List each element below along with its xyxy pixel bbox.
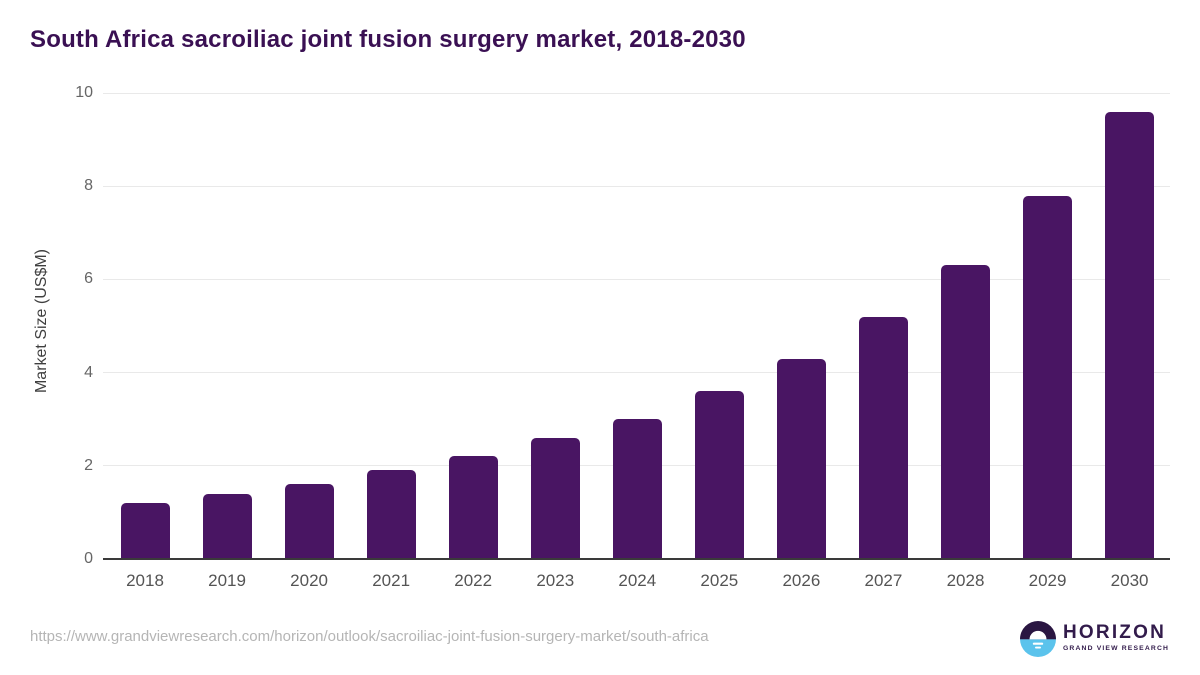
x-tick-label-2027: 2027 [864,571,903,590]
chart-title: South Africa sacroiliac joint fusion sur… [30,26,746,53]
y-tick-label-8: 8 [84,177,93,195]
bar-2026 [776,358,826,559]
y-tick-label-2: 2 [84,456,93,474]
bar-2030 [1105,111,1155,559]
horizon-logo-icon [1020,621,1056,657]
x-axis-line [103,558,1170,560]
y-tick-label-0: 0 [84,550,93,567]
x-tick-label-2022: 2022 [454,571,493,590]
bar-2021 [366,470,416,559]
bar-2024 [612,419,662,559]
x-tick-label-2030: 2030 [1110,571,1149,590]
horizon-logo-subtitle: GRAND VIEW RESEARCH [1063,645,1170,652]
y-tick-label-4: 4 [84,363,93,381]
bar-2022 [448,456,498,559]
bar-2018 [120,503,170,559]
x-tick-label-2021: 2021 [372,571,411,590]
gridline-y10 [103,92,1170,94]
bar-2020 [284,484,334,559]
y-tick-label-6: 6 [84,270,93,288]
x-tick-label-2024: 2024 [618,571,657,590]
horizon-logo-name: HORIZON [1063,622,1167,643]
gridline-y6 [103,278,1170,280]
bar-2019 [202,493,252,559]
x-tick-label-2019: 2019 [208,571,246,590]
horizon-logo-text: HORIZON GRAND VIEW RESEARCH [1063,623,1169,652]
x-tick-label-2020: 2020 [290,571,328,590]
y-tick-label-10: 10 [75,84,93,101]
bar-2025 [694,391,744,559]
bar-2023 [530,437,580,559]
x-tick-label-2026: 2026 [782,571,821,590]
gridline-y4 [103,372,1170,374]
source-url: https://www.grandviewresearch.com/horizo… [30,628,709,645]
x-tick-label-2025: 2025 [700,571,739,590]
x-tick-label-2023: 2023 [536,571,575,590]
x-tick-label-2029: 2029 [1028,571,1067,590]
horizon-logo: HORIZON GRAND VIEW RESEARCH [1020,620,1170,658]
bar-2029 [1023,195,1073,559]
bar-2028 [941,265,990,559]
x-tick-label-2028: 2028 [946,571,985,590]
bar-2027 [858,316,908,559]
x-tick-label-2018: 2018 [126,571,164,590]
gridline-y8 [103,185,1170,187]
